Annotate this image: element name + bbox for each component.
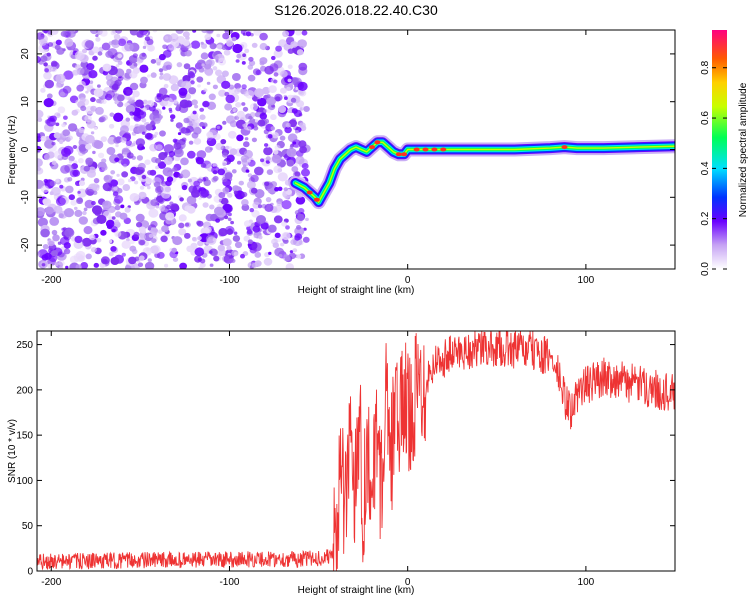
signal-hotspot (313, 197, 320, 202)
signal-hotspot (440, 147, 447, 152)
signal-hotspot (561, 145, 568, 150)
signal-hotspot (413, 147, 420, 152)
snr-xtick-label: 0 (405, 577, 411, 588)
spectrogram-xtick-label: -100 (219, 275, 239, 286)
snr-frame (36, 330, 676, 572)
snr-xlabel: Height of straight line (km) (298, 585, 415, 596)
spectrogram-noise (37, 30, 311, 269)
colorbar-tick-label: 0.4 (700, 161, 711, 175)
signal-hotspot (431, 147, 438, 152)
spectrogram-signal (288, 135, 675, 210)
colorbar-tick-label: 0.6 (700, 111, 711, 125)
signal-core (294, 141, 675, 203)
colorbar-label: Normalized spectral amplitude (738, 82, 749, 217)
snr-ytick-label: 200 (16, 385, 33, 396)
signal-hotspot (374, 140, 381, 145)
snr-ytick-label: 0 (27, 567, 33, 578)
snr-ytick-label: 50 (22, 521, 34, 532)
snr-plot-area (37, 331, 675, 571)
signal-hotspot (422, 147, 429, 152)
snr-ytick-label: 250 (16, 340, 33, 351)
snr-panel: -200 -100 0 100 0 50 100 150 200 250 Height of st… (7, 330, 676, 596)
spectrogram-ytick-label: -20 (20, 237, 31, 252)
spectrogram-ytick-label: 10 (20, 96, 31, 108)
snr-ylabel: SNR (10 * v/v) (7, 419, 18, 483)
colorbar-tick-label: 0.0 (700, 262, 711, 276)
signal-hotspot (369, 145, 375, 150)
spectrogram-xtick-label: 0 (405, 275, 411, 286)
colorbar-tick-label: 0.8 (700, 60, 711, 74)
snr-ytick-label: 150 (16, 431, 33, 442)
colorbar: 0.0 0.2 0.4 0.6 0.8 Normalized spectral ampl… (700, 30, 749, 276)
spectrogram-ytick-label: -10 (20, 190, 31, 205)
signal-hotspot (395, 152, 402, 157)
snr-ytick-label: 100 (16, 476, 33, 487)
spectrogram-ylabel: Frequency (Hz) (7, 116, 18, 185)
snr-series-line (37, 331, 675, 571)
colorbar-tick-label: 0.2 (700, 211, 711, 225)
snr-xtick-label: 100 (578, 577, 595, 588)
spectrogram-xtick-label: -200 (41, 275, 61, 286)
snr-xtick-label: -200 (41, 577, 61, 588)
colorbar-axes: 0.0 0.2 0.4 0.6 0.8 (700, 60, 727, 276)
signal-hotspot (306, 190, 313, 195)
spectrogram-ytick-label: 20 (20, 48, 31, 60)
snr-axes: -200 -100 0 100 0 50 100 150 200 250 (16, 331, 675, 588)
spectrogram-plot-area (37, 30, 675, 269)
spectrogram-xlabel: Height of straight line (km) (298, 285, 415, 296)
spectrogram-ytick-label: 0 (20, 146, 31, 152)
spectrogram-xtick-label: 100 (578, 275, 595, 286)
figure-title: S126.2026.018.22.40.C30 (274, 2, 438, 18)
signal-hotspot (401, 152, 408, 157)
colorbar-gradient (712, 30, 727, 269)
snr-xtick-label: -100 (219, 577, 239, 588)
